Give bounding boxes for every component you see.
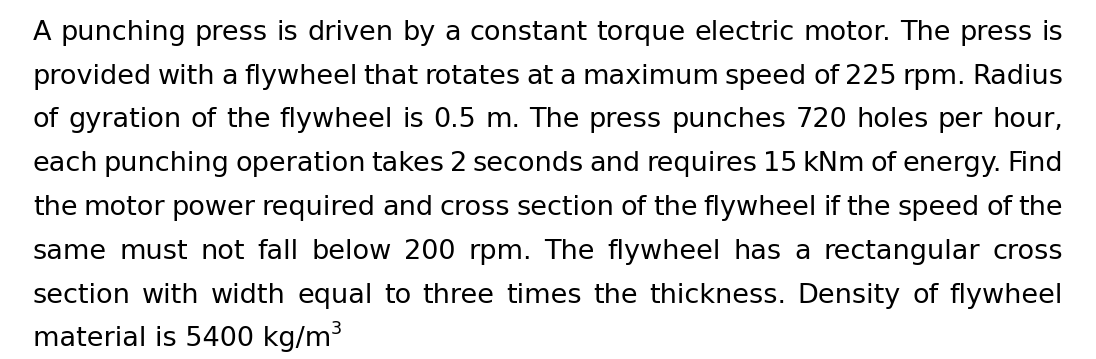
Text: with: with: [158, 64, 216, 89]
Text: required: required: [262, 195, 376, 221]
Text: the: the: [593, 283, 638, 308]
Text: thickness.: thickness.: [649, 283, 786, 308]
Text: 0.5: 0.5: [433, 107, 476, 133]
Text: power: power: [172, 195, 255, 221]
Text: punches: punches: [671, 107, 786, 133]
Text: constant: constant: [470, 20, 587, 46]
Text: flywheel: flywheel: [704, 195, 818, 221]
Text: The: The: [545, 239, 595, 265]
Text: material is 5400 kg/m: material is 5400 kg/m: [33, 326, 331, 352]
Text: Radius: Radius: [972, 64, 1063, 89]
Text: rectangular: rectangular: [823, 239, 980, 265]
Text: the: the: [1018, 195, 1063, 221]
Text: press: press: [195, 20, 269, 46]
Text: has: has: [733, 239, 781, 265]
Text: takes: takes: [372, 151, 445, 177]
Text: press: press: [589, 107, 662, 133]
Text: flywheel: flywheel: [950, 283, 1063, 308]
Text: a: a: [444, 20, 461, 46]
Text: must: must: [119, 239, 189, 265]
Text: torque: torque: [596, 20, 686, 46]
Text: rpm.: rpm.: [468, 239, 532, 265]
Text: by: by: [402, 20, 435, 46]
Text: speed: speed: [898, 195, 980, 221]
Text: holes: holes: [856, 107, 928, 133]
Text: punching: punching: [104, 151, 230, 177]
Text: rpm.: rpm.: [903, 64, 967, 89]
Text: press: press: [959, 20, 1032, 46]
Text: speed: speed: [724, 64, 807, 89]
Text: 200: 200: [404, 239, 456, 265]
Text: fall: fall: [258, 239, 299, 265]
Text: The: The: [900, 20, 950, 46]
Text: of: of: [871, 151, 897, 177]
Text: maximum: maximum: [582, 64, 719, 89]
Text: flywheel: flywheel: [279, 107, 393, 133]
Text: equal: equal: [297, 283, 373, 308]
Text: of: of: [620, 195, 647, 221]
Text: of: of: [191, 107, 217, 133]
Text: that: that: [363, 64, 419, 89]
Text: each: each: [33, 151, 99, 177]
Text: Find: Find: [1007, 151, 1063, 177]
Text: A: A: [33, 20, 52, 46]
Text: requires: requires: [647, 151, 757, 177]
Text: at: at: [526, 64, 553, 89]
Text: a: a: [560, 64, 576, 89]
Text: kNm: kNm: [802, 151, 866, 177]
Text: motor: motor: [83, 195, 165, 221]
Text: section: section: [516, 195, 614, 221]
Text: per: per: [938, 107, 983, 133]
Text: operation: operation: [236, 151, 366, 177]
Text: Density: Density: [798, 283, 901, 308]
Text: gyration: gyration: [68, 107, 181, 133]
Text: flywheel: flywheel: [244, 64, 357, 89]
Text: not: not: [201, 239, 246, 265]
Text: cross: cross: [439, 195, 510, 221]
Text: of: of: [912, 283, 938, 308]
Text: 2: 2: [450, 151, 467, 177]
Text: 720: 720: [796, 107, 847, 133]
Text: the: the: [847, 195, 891, 221]
Text: width: width: [212, 283, 286, 308]
Text: The: The: [529, 107, 580, 133]
Text: with: with: [142, 283, 199, 308]
Text: of: of: [33, 107, 59, 133]
Text: driven: driven: [307, 20, 393, 46]
Text: rotates: rotates: [424, 64, 521, 89]
Text: m.: m.: [486, 107, 521, 133]
Text: is: is: [402, 107, 424, 133]
Text: punching: punching: [60, 20, 186, 46]
Text: same: same: [33, 239, 107, 265]
Text: seconds: seconds: [472, 151, 584, 177]
Text: 3: 3: [331, 320, 342, 338]
Text: flywheel: flywheel: [607, 239, 721, 265]
Text: cross: cross: [993, 239, 1063, 265]
Text: of: of: [813, 64, 840, 89]
Text: a: a: [795, 239, 811, 265]
Text: energy.: energy.: [903, 151, 1002, 177]
Text: and: and: [590, 151, 641, 177]
Text: to: to: [384, 283, 411, 308]
Text: the: the: [226, 107, 271, 133]
Text: below: below: [311, 239, 391, 265]
Text: section: section: [33, 283, 130, 308]
Text: three: three: [423, 283, 494, 308]
Text: provided: provided: [33, 64, 152, 89]
Text: times: times: [506, 283, 582, 308]
Text: the: the: [653, 195, 697, 221]
Text: 225: 225: [845, 64, 897, 89]
Text: electric: electric: [695, 20, 795, 46]
Text: a: a: [221, 64, 238, 89]
Text: motor.: motor.: [803, 20, 891, 46]
Text: and: and: [383, 195, 433, 221]
Text: the: the: [33, 195, 78, 221]
Text: of: of: [986, 195, 1013, 221]
Text: 15: 15: [763, 151, 797, 177]
Text: is: is: [277, 20, 298, 46]
Text: is: is: [1041, 20, 1063, 46]
Text: hour,: hour,: [992, 107, 1063, 133]
Text: if: if: [823, 195, 841, 221]
